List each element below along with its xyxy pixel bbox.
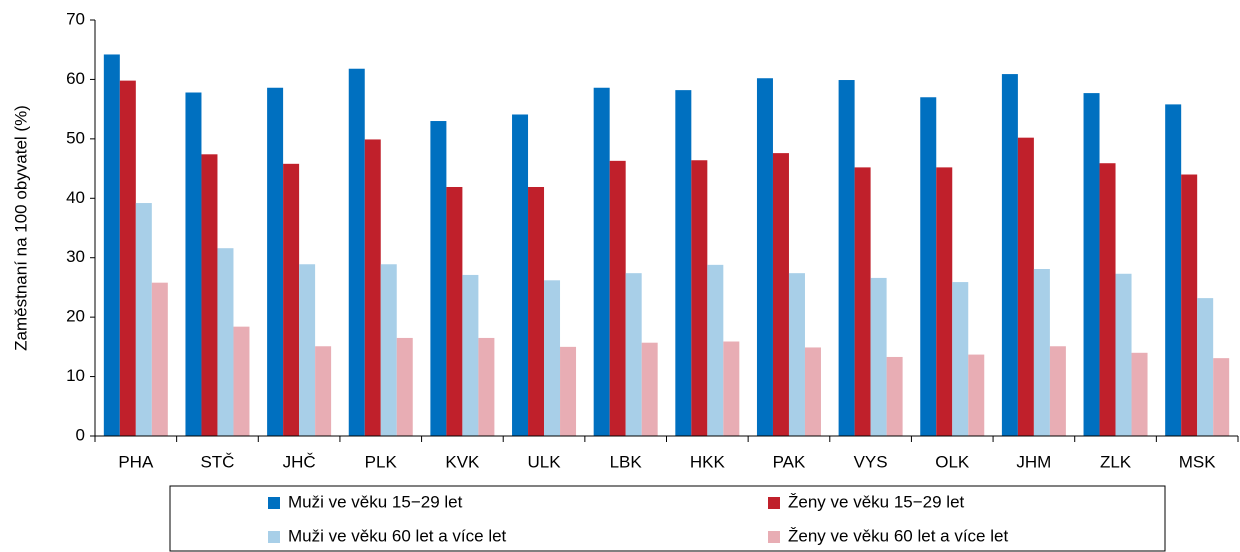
bar bbox=[396, 337, 413, 436]
bar bbox=[1181, 174, 1198, 436]
bar bbox=[593, 87, 610, 437]
bar bbox=[151, 282, 168, 436]
bar bbox=[675, 90, 692, 436]
bar bbox=[380, 264, 397, 436]
bar bbox=[609, 160, 626, 437]
bar bbox=[952, 282, 969, 436]
bar bbox=[1099, 163, 1116, 437]
bar bbox=[723, 341, 740, 436]
x-tick-label: MSK bbox=[1179, 452, 1217, 471]
bar bbox=[1017, 137, 1034, 436]
x-tick-label: PLK bbox=[365, 452, 398, 471]
y-tick-label: 40 bbox=[66, 188, 85, 207]
bar bbox=[804, 347, 821, 436]
bar bbox=[299, 264, 316, 436]
bar bbox=[103, 54, 120, 437]
x-tick-label: JHČ bbox=[283, 452, 316, 471]
y-tick-label: 50 bbox=[66, 128, 85, 147]
x-tick-label: ULK bbox=[527, 452, 561, 471]
legend-swatch bbox=[768, 497, 780, 509]
bar bbox=[691, 160, 708, 436]
bar bbox=[283, 163, 300, 436]
x-tick-label: VYS bbox=[854, 452, 888, 471]
bar bbox=[772, 153, 789, 436]
legend-box bbox=[169, 485, 1166, 552]
bar bbox=[119, 80, 136, 437]
bar bbox=[1131, 352, 1148, 436]
legend-label: Ženy ve věku 15−29 let bbox=[788, 492, 965, 511]
legend-swatch bbox=[268, 531, 280, 543]
bar bbox=[788, 273, 805, 436]
bar bbox=[936, 167, 953, 436]
x-tick-label: PAK bbox=[773, 452, 806, 471]
bar bbox=[430, 121, 447, 437]
y-tick-label: 0 bbox=[76, 425, 85, 444]
y-axis-label: Zaměstnaní na 100 obyvatel (%) bbox=[11, 105, 30, 351]
bar bbox=[544, 280, 561, 436]
bar bbox=[1033, 269, 1050, 436]
bar bbox=[315, 346, 332, 436]
bar bbox=[1049, 346, 1066, 436]
bar bbox=[968, 354, 985, 436]
bar bbox=[1213, 358, 1230, 436]
y-tick-label: 70 bbox=[66, 9, 85, 28]
legend-label: Muži ve věku 60 let a více let bbox=[288, 526, 507, 545]
bar bbox=[1001, 74, 1018, 436]
x-tick-label: JHM bbox=[1016, 452, 1051, 471]
bar bbox=[233, 326, 250, 436]
bar bbox=[1083, 93, 1100, 437]
y-tick-label: 10 bbox=[66, 366, 85, 385]
legend-swatch bbox=[768, 531, 780, 543]
bar bbox=[870, 277, 887, 436]
x-tick-label: LBK bbox=[610, 452, 643, 471]
bar bbox=[756, 78, 773, 437]
bar bbox=[920, 97, 937, 436]
bar bbox=[364, 139, 381, 437]
legend-label: Ženy ve věku 60 let a více let bbox=[788, 526, 1008, 545]
bar bbox=[838, 80, 855, 436]
bar bbox=[462, 274, 479, 436]
x-tick-label: HKK bbox=[690, 452, 726, 471]
bar bbox=[1197, 298, 1214, 436]
bar bbox=[560, 346, 577, 436]
bar bbox=[217, 248, 234, 436]
x-tick-label: PHA bbox=[118, 452, 154, 471]
bar bbox=[641, 342, 658, 436]
bar bbox=[185, 92, 202, 436]
bar bbox=[854, 167, 871, 436]
bar bbox=[886, 356, 903, 436]
legend-swatch bbox=[268, 497, 280, 509]
x-tick-label: ZLK bbox=[1100, 452, 1132, 471]
y-tick-label: 20 bbox=[66, 307, 85, 326]
bar bbox=[512, 114, 529, 437]
bar bbox=[348, 68, 365, 436]
y-tick-label: 60 bbox=[66, 69, 85, 88]
bar bbox=[1115, 273, 1132, 436]
bar bbox=[201, 154, 218, 436]
bar bbox=[528, 186, 545, 436]
bar bbox=[267, 87, 284, 437]
bar bbox=[446, 186, 463, 436]
bar bbox=[478, 337, 495, 436]
bar bbox=[135, 203, 152, 436]
bar bbox=[1165, 104, 1182, 436]
bar bbox=[625, 273, 642, 436]
legend-label: Muži ve věku 15−29 let bbox=[288, 492, 463, 511]
bar bbox=[707, 264, 724, 436]
x-tick-label: KVK bbox=[445, 452, 480, 471]
x-tick-label: OLK bbox=[935, 452, 970, 471]
y-tick-label: 30 bbox=[66, 247, 85, 266]
x-tick-label: STČ bbox=[200, 452, 234, 471]
